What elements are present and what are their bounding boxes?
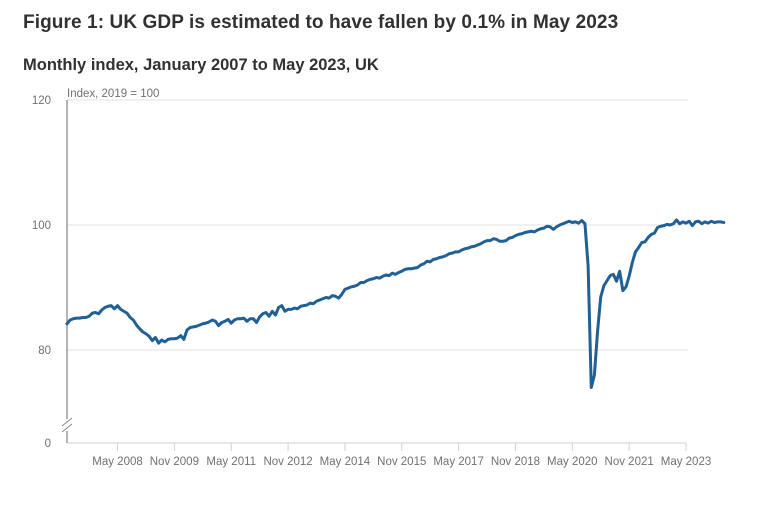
series-line-gdp-index <box>65 218 726 389</box>
x-axis: May 2008 Nov 2009 May 2011 Nov 2012 May 2014… <box>67 442 712 468</box>
x-tick-label: Nov 2015 <box>377 456 426 468</box>
axis-break-mark <box>61 417 73 427</box>
x-tick-label: Nov 2018 <box>491 456 540 468</box>
series-layer <box>65 218 726 389</box>
gridlines <box>67 99 688 351</box>
x-tick-label: May 2023 <box>661 456 712 468</box>
figure-title: Figure 1: UK GDP is estimated to have fa… <box>23 12 619 33</box>
figure-subtitle: Monthly index, January 2007 to May 2023,… <box>23 56 379 74</box>
x-tick-label: Nov 2009 <box>150 456 199 468</box>
x-tick-label: Nov 2012 <box>263 456 312 468</box>
y-axis-unit-label: Index, 2019 = 100 <box>67 88 159 100</box>
x-tick-label: May 2020 <box>547 456 598 468</box>
x-tick-label: Nov 2021 <box>605 456 654 468</box>
x-tick-label: May 2008 <box>92 456 143 468</box>
y-tick-label-0: 0 <box>45 438 51 450</box>
y-tick-label-100: 100 <box>32 220 51 232</box>
axis-break-mark <box>61 423 73 433</box>
x-tick-label: May 2017 <box>433 456 484 468</box>
x-tick-label: May 2011 <box>206 456 256 468</box>
y-tick-label-120: 120 <box>32 95 51 107</box>
y-axis: 0 80 100 120 <box>32 95 73 450</box>
x-tick-label: May 2014 <box>320 456 371 468</box>
y-tick-label-80: 80 <box>38 345 51 357</box>
